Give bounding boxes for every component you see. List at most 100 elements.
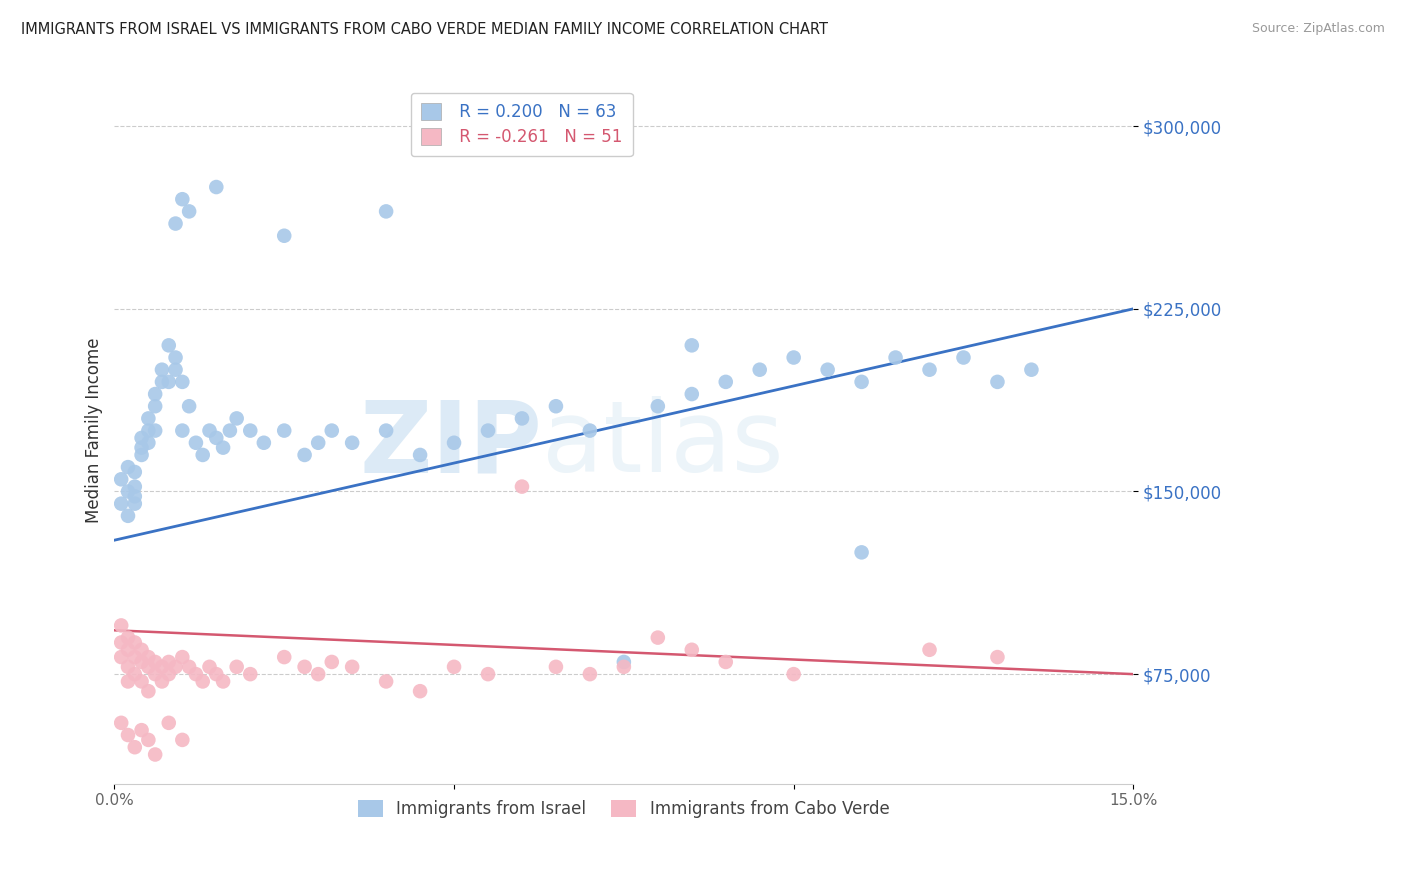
Text: ZIP: ZIP: [360, 396, 543, 493]
Point: [918, 362, 941, 376]
Point: [253, 435, 276, 450]
Point: [110, 650, 132, 665]
Point: [952, 351, 974, 365]
Point: [131, 441, 153, 455]
Point: [212, 674, 235, 689]
Point: [138, 411, 160, 425]
Point: [782, 667, 804, 681]
Point: [143, 399, 166, 413]
Point: [172, 424, 194, 438]
Point: [219, 424, 242, 438]
Point: [782, 351, 804, 365]
Point: [172, 732, 194, 747]
Point: [321, 655, 343, 669]
Point: [150, 660, 173, 674]
Point: [198, 660, 221, 674]
Point: [205, 431, 228, 445]
Point: [165, 217, 187, 231]
Point: [477, 424, 499, 438]
Point: [124, 480, 146, 494]
Point: [510, 411, 533, 425]
Point: [150, 375, 173, 389]
Point: [150, 362, 173, 376]
Point: [851, 375, 873, 389]
Point: [613, 660, 636, 674]
Point: [143, 655, 166, 669]
Point: [138, 424, 160, 438]
Point: [117, 631, 139, 645]
Point: [544, 399, 567, 413]
Point: [124, 650, 146, 665]
Point: [138, 732, 160, 747]
Text: IMMIGRANTS FROM ISRAEL VS IMMIGRANTS FROM CABO VERDE MEDIAN FAMILY INCOME CORREL: IMMIGRANTS FROM ISRAEL VS IMMIGRANTS FRO…: [21, 22, 828, 37]
Point: [918, 642, 941, 657]
Point: [157, 375, 180, 389]
Point: [138, 435, 160, 450]
Point: [225, 411, 247, 425]
Point: [124, 667, 146, 681]
Point: [124, 497, 146, 511]
Point: [579, 424, 602, 438]
Point: [748, 362, 770, 376]
Point: [150, 674, 173, 689]
Point: [165, 660, 187, 674]
Point: [138, 650, 160, 665]
Point: [986, 375, 1008, 389]
Point: [110, 472, 132, 486]
Point: [124, 489, 146, 503]
Point: [239, 667, 262, 681]
Point: [212, 441, 235, 455]
Point: [143, 387, 166, 401]
Point: [340, 660, 363, 674]
Point: [117, 728, 139, 742]
Point: [273, 228, 295, 243]
Point: [681, 642, 703, 657]
Text: Source: ZipAtlas.com: Source: ZipAtlas.com: [1251, 22, 1385, 36]
Point: [714, 375, 737, 389]
Point: [647, 399, 669, 413]
Point: [117, 660, 139, 674]
Point: [443, 660, 465, 674]
Point: [375, 674, 398, 689]
Point: [138, 660, 160, 674]
Point: [884, 351, 907, 365]
Point: [179, 204, 201, 219]
Point: [191, 674, 214, 689]
Point: [225, 660, 247, 674]
Point: [117, 460, 139, 475]
Point: [681, 338, 703, 352]
Point: [477, 667, 499, 681]
Point: [340, 435, 363, 450]
Point: [294, 448, 316, 462]
Point: [273, 650, 295, 665]
Point: [124, 740, 146, 755]
Point: [184, 667, 207, 681]
Point: [375, 204, 398, 219]
Point: [179, 399, 201, 413]
Point: [443, 435, 465, 450]
Point: [647, 631, 669, 645]
Point: [117, 508, 139, 523]
Point: [131, 448, 153, 462]
Text: atlas: atlas: [543, 396, 785, 493]
Point: [986, 650, 1008, 665]
Point: [375, 424, 398, 438]
Point: [184, 435, 207, 450]
Point: [157, 655, 180, 669]
Point: [143, 747, 166, 762]
Point: [613, 655, 636, 669]
Point: [124, 635, 146, 649]
Point: [157, 715, 180, 730]
Point: [131, 431, 153, 445]
Point: [409, 684, 432, 698]
Point: [138, 684, 160, 698]
Point: [307, 435, 329, 450]
Point: [191, 448, 214, 462]
Point: [273, 424, 295, 438]
Point: [294, 660, 316, 674]
Point: [1021, 362, 1043, 376]
Point: [110, 715, 132, 730]
Point: [110, 618, 132, 632]
Point: [681, 387, 703, 401]
Point: [579, 667, 602, 681]
